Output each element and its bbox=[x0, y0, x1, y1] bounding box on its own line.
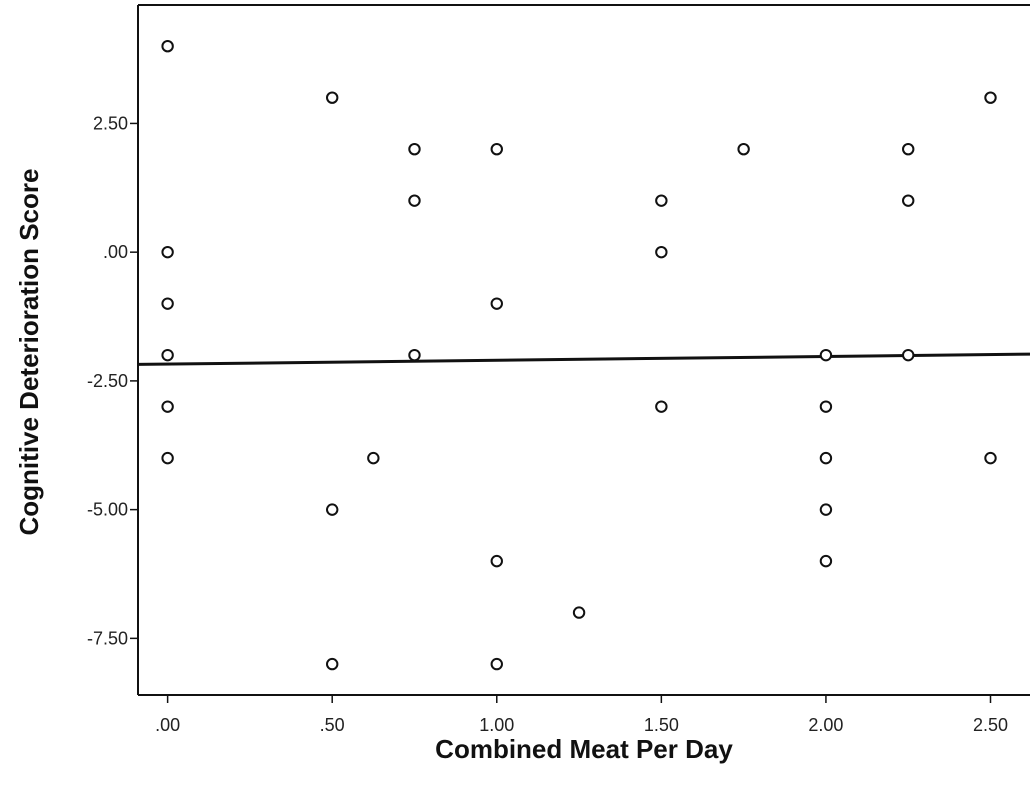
data-point bbox=[325, 503, 339, 516]
data-point bbox=[572, 606, 586, 619]
data-point bbox=[490, 142, 503, 156]
plot-frame bbox=[137, 4, 1030, 696]
data-point bbox=[161, 400, 174, 413]
data-point bbox=[819, 400, 833, 413]
data-point bbox=[161, 297, 174, 310]
data-point bbox=[161, 245, 174, 259]
data-point bbox=[902, 348, 915, 362]
data-point bbox=[161, 451, 174, 465]
data-point bbox=[655, 245, 668, 259]
x-tick-label: 1.50 bbox=[644, 715, 679, 735]
points-layer bbox=[161, 39, 997, 671]
fit-line bbox=[137, 352, 1030, 366]
x-tick-label: .00 bbox=[155, 715, 180, 735]
data-point bbox=[367, 451, 380, 465]
data-point bbox=[984, 451, 997, 465]
data-point bbox=[819, 554, 833, 568]
data-point bbox=[490, 657, 503, 671]
data-point bbox=[325, 657, 339, 671]
data-point bbox=[819, 503, 833, 516]
x-tick-label: .50 bbox=[320, 715, 345, 735]
data-point bbox=[325, 91, 339, 104]
y-tick-label: -5.00 bbox=[87, 500, 128, 520]
y-tick-label: -7.50 bbox=[87, 628, 128, 648]
data-point bbox=[984, 91, 997, 104]
data-point bbox=[161, 348, 174, 362]
data-point bbox=[655, 194, 668, 207]
y-axis-title: Cognitive Deterioration Score bbox=[14, 169, 44, 536]
data-point bbox=[737, 142, 750, 156]
x-axis: .00 .50 1.00 1.50 2.00 2.50 bbox=[155, 695, 1008, 735]
x-tick-label: 2.50 bbox=[973, 715, 1008, 735]
x-tick-label: 1.00 bbox=[479, 715, 514, 735]
data-point bbox=[819, 451, 833, 465]
data-point bbox=[902, 142, 915, 156]
data-point bbox=[655, 400, 668, 413]
x-axis-title: Combined Meat Per Day bbox=[435, 734, 733, 764]
fit-line-layer bbox=[137, 352, 1030, 366]
data-point bbox=[902, 194, 915, 207]
data-point bbox=[490, 297, 503, 310]
y-axis: 2.50 .00 -2.50 -5.00 -7.50 bbox=[87, 113, 138, 648]
x-tick-label: 2.00 bbox=[808, 715, 843, 735]
data-point bbox=[819, 348, 833, 362]
data-point bbox=[408, 194, 421, 207]
y-tick-label: 2.50 bbox=[93, 113, 128, 133]
data-point bbox=[408, 142, 421, 156]
y-tick-label: -2.50 bbox=[87, 371, 128, 391]
data-point bbox=[490, 554, 503, 568]
data-point bbox=[408, 348, 421, 362]
data-point bbox=[161, 39, 174, 53]
y-tick-label: .00 bbox=[103, 242, 128, 262]
